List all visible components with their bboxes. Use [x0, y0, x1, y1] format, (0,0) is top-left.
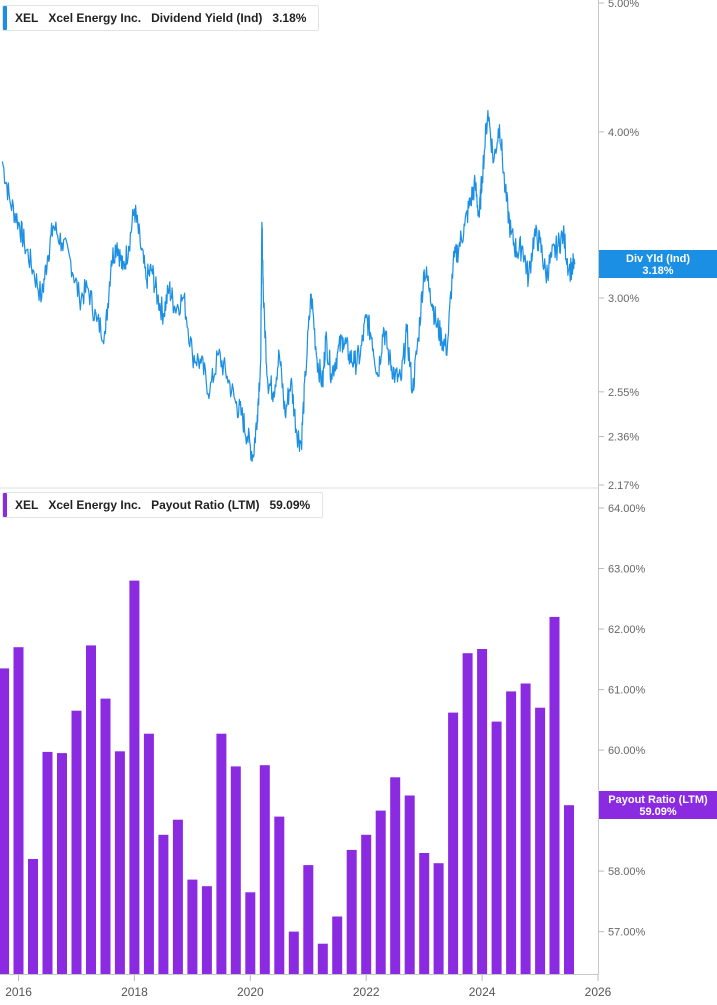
payout-bar — [477, 649, 488, 974]
y-tick-label: 63.00% — [608, 564, 646, 576]
legend-value: 59.09% — [269, 498, 311, 512]
payout-bar — [42, 751, 53, 974]
y-tick-label: 5.00% — [608, 0, 639, 10]
payout-bar — [230, 766, 241, 974]
legend-ticker: XEL — [15, 11, 39, 25]
y-tick-label: 57.00% — [608, 927, 646, 939]
x-axis: 2016 2018 2020 2022 2024 2026 — [5, 975, 612, 999]
payout-ratio-legend: XEL Xcel Energy Inc. Payout Ratio (LTM) … — [2, 492, 324, 518]
payout-bar — [317, 943, 328, 974]
legend-company: Xcel Energy Inc. — [48, 498, 142, 512]
x-tick-label: 2018 — [121, 985, 148, 999]
payout-bar — [259, 765, 270, 974]
legend-metric: Dividend Yield (Ind) — [151, 11, 263, 25]
payout-bar — [158, 834, 169, 974]
y-tick-label: 58.00% — [608, 866, 646, 878]
payout-bar — [274, 816, 285, 974]
legend-metric: Payout Ratio (LTM) — [151, 498, 260, 512]
y-tick-label: 61.00% — [608, 685, 646, 697]
payout-bar — [506, 691, 517, 974]
payout-bar — [462, 653, 473, 974]
payout-bar — [172, 819, 183, 974]
badge-label: Payout Ratio (LTM) — [608, 794, 708, 807]
payout-bar — [201, 886, 212, 974]
y-tick-label: 2.17% — [608, 480, 639, 492]
y-tick-label: 4.00% — [608, 127, 639, 139]
payout-bar — [114, 751, 125, 974]
dividend-yield-badge: Div Yld (Ind) 3.18% — [599, 250, 717, 279]
y-tick-label: 60.00% — [608, 745, 646, 757]
payout-ratio-axis: 64.00%63.00%62.00%61.00%60.00%59.00%58.0… — [598, 503, 646, 939]
payout-ratio-badge: Payout Ratio (LTM) 59.09% — [599, 791, 717, 820]
payout-bar — [71, 710, 82, 974]
payout-bar — [390, 777, 401, 974]
payout-ratio-bars — [0, 580, 574, 974]
payout-bar — [303, 865, 314, 974]
payout-bar — [57, 753, 67, 974]
badge-label: Div Yld (Ind) — [626, 253, 690, 266]
legend-company: Xcel Energy Inc. — [48, 11, 142, 25]
payout-bar — [520, 683, 531, 974]
payout-bar — [86, 645, 96, 974]
x-tick-label: 2024 — [469, 985, 496, 999]
legend-ticker: XEL — [15, 498, 39, 512]
dividend-yield-line — [1, 110, 576, 462]
payout-bar — [216, 733, 227, 974]
payout-bar — [549, 616, 560, 974]
payout-bar — [404, 795, 415, 974]
payout-bar — [346, 849, 357, 974]
payout-bar — [13, 647, 24, 974]
payout-bar — [419, 853, 430, 974]
y-tick-label: 3.00% — [608, 293, 639, 305]
badge-value: 59.09% — [639, 806, 677, 819]
payout-bar — [332, 916, 343, 974]
payout-bar — [0, 668, 10, 974]
x-tick-label: 2020 — [237, 985, 264, 999]
payout-bar — [361, 834, 372, 974]
dividend-yield-swatch — [3, 6, 7, 30]
payout-bar — [491, 721, 502, 974]
payout-bar — [564, 805, 574, 974]
payout-bar — [535, 707, 546, 974]
x-tick-label: 2016 — [5, 985, 32, 999]
payout-bar — [28, 859, 38, 974]
payout-bar — [245, 892, 256, 974]
payout-bar — [187, 879, 198, 974]
payout-bar — [448, 712, 459, 974]
x-tick-label: 2022 — [353, 985, 380, 999]
payout-ratio-panel: 64.00%63.00%62.00%61.00%60.00%59.00%58.0… — [0, 503, 646, 974]
dividend-yield-axis: 5.00% 4.00% 3.00% 2.55% 2.36% 2.17% — [598, 0, 639, 492]
payout-bar — [143, 733, 154, 974]
dividend-yield-legend: XEL Xcel Energy Inc. Dividend Yield (Ind… — [2, 5, 320, 31]
dividend-yield-panel: 5.00% 4.00% 3.00% 2.55% 2.36% 2.17% — [1, 0, 639, 492]
y-tick-label: 2.55% — [608, 387, 639, 399]
payout-bar — [288, 931, 299, 974]
payout-bar — [129, 580, 140, 974]
badge-value: 3.18% — [642, 265, 674, 278]
payout-bar — [375, 810, 386, 974]
y-tick-label: 2.36% — [608, 432, 639, 444]
payout-bar — [100, 698, 111, 974]
legend-value: 3.18% — [272, 11, 307, 25]
payout-bar — [433, 863, 444, 974]
payout-ratio-swatch — [3, 493, 7, 517]
y-tick-label: 64.00% — [608, 503, 646, 515]
y-tick-label: 62.00% — [608, 624, 646, 636]
x-tick-label: 2026 — [585, 985, 612, 999]
